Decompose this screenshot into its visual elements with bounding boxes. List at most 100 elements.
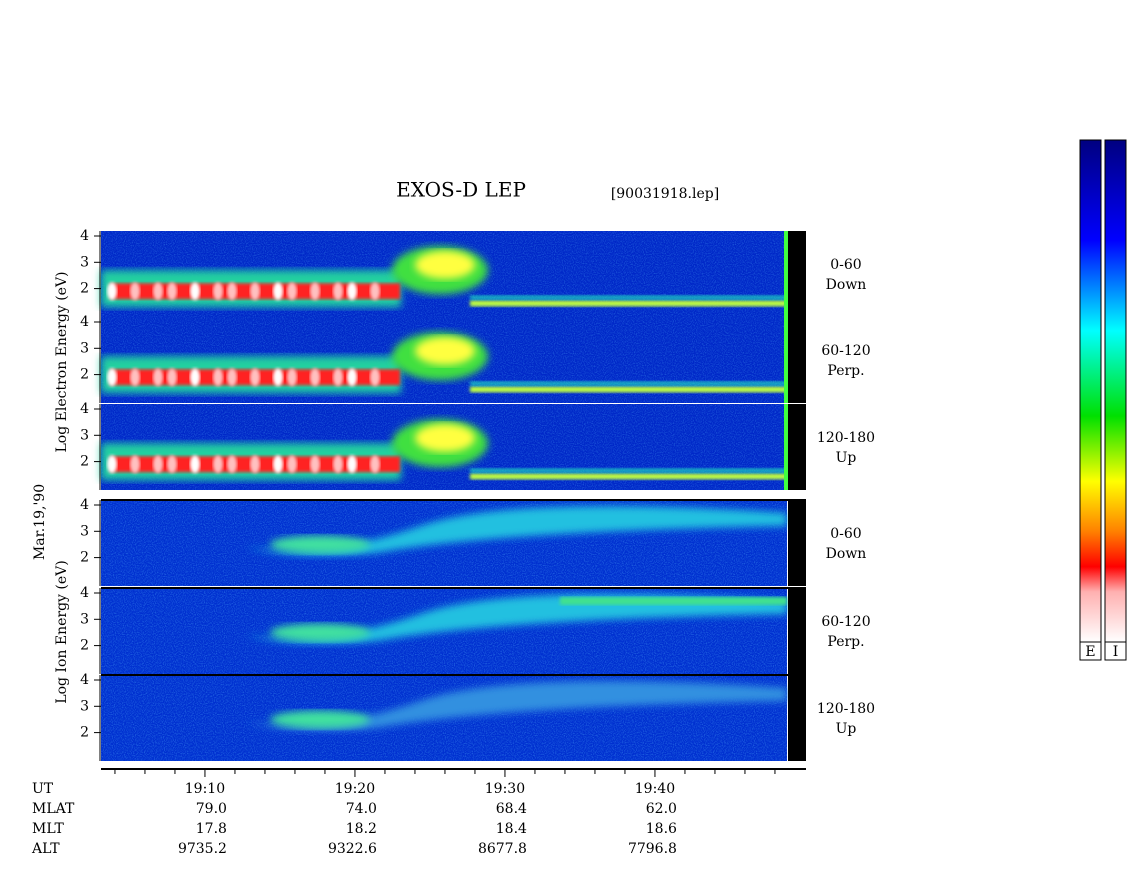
colorbar-box — [1079, 641, 1102, 661]
panel-strip — [788, 500, 806, 586]
spec-spot — [107, 282, 117, 301]
panel — [99, 404, 806, 490]
spec-spot — [167, 455, 177, 474]
panel-strip — [788, 588, 806, 674]
spec-spot — [153, 455, 163, 474]
x-label: UT — [32, 781, 54, 797]
ephemeris-value: 18.4 — [496, 821, 527, 837]
spec-spot — [190, 282, 200, 301]
ephemeris-value: 68.4 — [496, 801, 527, 817]
ephemeris-value: 9735.2 — [178, 841, 227, 857]
ephemeris-value: 62.0 — [646, 801, 677, 817]
x-tick-label: 19:40 — [635, 781, 675, 797]
ephemeris-name: MLT — [32, 821, 64, 837]
y-tick-label: 2 — [80, 367, 89, 383]
panel-label: Perp. — [827, 634, 864, 650]
panel-label: 120-180 — [817, 701, 875, 717]
spec-spot — [213, 282, 223, 301]
y-tick-label: 3 — [80, 698, 89, 714]
spec-line — [560, 596, 787, 605]
panel-label: 120-180 — [817, 430, 875, 446]
panel-label: Up — [836, 450, 857, 466]
x-tick-label: 19:10 — [185, 781, 225, 797]
ephemeris-value: 74.0 — [346, 801, 377, 817]
y-tick-label: 2 — [80, 638, 89, 654]
spec-spot — [310, 368, 320, 387]
colorbar-label: E — [1085, 644, 1095, 660]
spec-spot — [227, 368, 237, 387]
spec-spot — [333, 368, 343, 387]
ephemeris-value: 17.8 — [196, 821, 227, 837]
panel — [99, 317, 806, 403]
panel-label: Up — [836, 721, 857, 737]
spec-blob — [415, 250, 475, 279]
panel-strip — [788, 231, 806, 317]
panel-label: 60-120 — [821, 343, 870, 359]
y-tick-label: 3 — [80, 611, 89, 627]
spec-blob — [270, 535, 370, 554]
panel — [99, 587, 806, 674]
spec-spot — [273, 455, 283, 474]
panel-label: Perp. — [827, 363, 864, 379]
y-tick-label: 3 — [80, 523, 89, 539]
spec-blob — [270, 710, 370, 729]
spec-spot — [167, 282, 177, 301]
y-tick-label: 4 — [80, 314, 89, 330]
x-tick-label: 19:30 — [485, 781, 525, 797]
y-tick-label: 4 — [80, 497, 89, 513]
spec-spot — [130, 455, 140, 474]
spec-spot — [250, 368, 260, 387]
ephemeris-value: 18.6 — [646, 821, 677, 837]
spec-line — [470, 468, 787, 474]
y-tick-label: 4 — [80, 672, 89, 688]
spec-spot — [213, 455, 223, 474]
ephemeris-value: 8677.8 — [478, 841, 527, 857]
ephemeris-name: ALT — [31, 841, 60, 857]
y-label: Log Ion Energy (eV) — [54, 560, 70, 703]
spec-line — [470, 473, 787, 480]
y-tick-label: 4 — [80, 228, 89, 244]
spec-blob — [415, 336, 475, 365]
spec-spot — [153, 282, 163, 301]
spec-edge — [784, 231, 788, 317]
spec-spot — [107, 368, 117, 387]
spec-spot — [190, 455, 200, 474]
spec-spot — [250, 455, 260, 474]
spec-spot — [370, 368, 380, 387]
spec-spot — [273, 368, 283, 387]
y-tick-label: 3 — [80, 254, 89, 270]
y-tick-label: 4 — [80, 401, 89, 417]
spec-arc — [245, 506, 787, 556]
spec-edge — [784, 404, 788, 490]
spec-spot — [287, 282, 297, 301]
spec-line — [470, 386, 787, 393]
colorbar — [1104, 139, 1127, 643]
ephemeris-value: 7796.8 — [628, 841, 677, 857]
spec-spot — [287, 368, 297, 387]
panel-label: Down — [826, 277, 867, 293]
x-tick-label: 19:20 — [335, 781, 375, 797]
panel — [99, 231, 806, 317]
spec-line — [470, 295, 787, 301]
spec-spot — [287, 455, 297, 474]
spec-arc — [245, 594, 787, 644]
spec-arc — [245, 681, 787, 731]
spec-spot — [130, 368, 140, 387]
spec-edge — [784, 317, 788, 403]
ephemeris-value: 18.2 — [346, 821, 377, 837]
spec-spot — [310, 282, 320, 301]
y-tick-label: 2 — [80, 550, 89, 566]
spec-spot — [153, 368, 163, 387]
spec-spot — [347, 368, 357, 387]
spec-spot — [107, 455, 117, 474]
spec-spot — [333, 282, 343, 301]
spec-spot — [227, 455, 237, 474]
chart-title: EXOS-D LEP — [396, 178, 526, 202]
panel-label: 0-60 — [830, 257, 861, 273]
y-tick-label: 4 — [80, 585, 89, 601]
spec-spot — [370, 455, 380, 474]
panel — [99, 674, 806, 761]
panel-label: 60-120 — [821, 614, 870, 630]
spec-line — [470, 300, 787, 307]
